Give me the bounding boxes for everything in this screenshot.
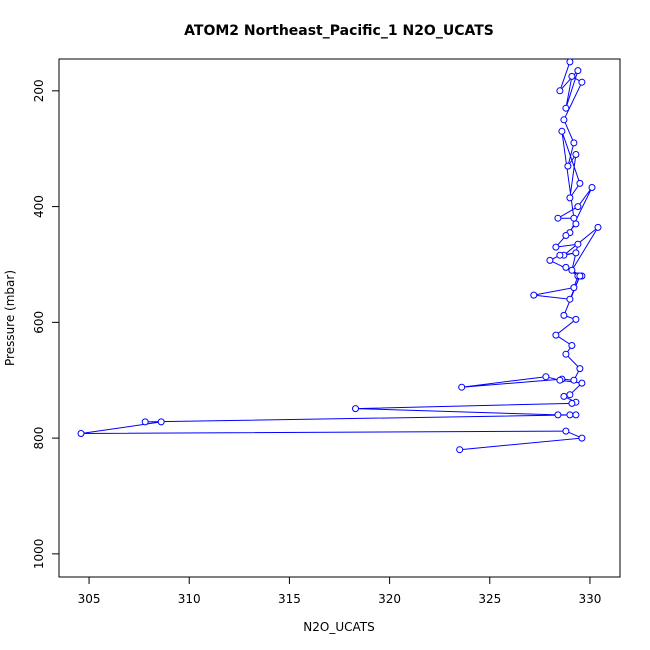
data-point [562, 350, 570, 358]
data-point [560, 392, 568, 400]
data-point [546, 256, 554, 264]
plot-area [77, 58, 602, 454]
data-point [572, 220, 580, 228]
data-point [554, 214, 562, 222]
y-axis: 200 400 600 800 1000 [32, 79, 60, 570]
data-point [560, 116, 568, 124]
data-point [562, 232, 570, 239]
data-point [552, 243, 560, 251]
data-point [562, 427, 570, 435]
x-tick-label: 315 [278, 592, 301, 606]
data-point [352, 405, 359, 413]
data-point [157, 418, 165, 426]
data-point [574, 67, 582, 75]
data-point [572, 249, 580, 257]
x-axis-label: N2O_UCATS [303, 620, 374, 634]
data-point [572, 411, 580, 419]
data-point [566, 411, 574, 419]
data-point [560, 311, 568, 319]
data-point [562, 104, 570, 112]
data-point [578, 78, 586, 86]
data-point [588, 184, 596, 191]
data-point [556, 376, 564, 384]
data-point [458, 383, 466, 391]
y-tick-label: 400 [32, 195, 46, 218]
data-point [570, 376, 578, 384]
y-axis-label: Pressure (mbar) [3, 270, 17, 366]
y-tick-label: 800 [32, 427, 46, 450]
data-point [542, 373, 550, 381]
x-tick-label: 320 [378, 592, 401, 606]
data-point [570, 139, 578, 147]
data-point [576, 179, 584, 187]
x-tick-label: 330 [578, 592, 601, 606]
data-point [570, 284, 578, 292]
data-point [568, 72, 576, 80]
y-tick-label: 200 [32, 79, 46, 102]
plot-frame [58, 58, 621, 578]
x-tick-label: 310 [178, 592, 201, 606]
x-axis: 305 310 315 320 325 330 [78, 576, 601, 606]
data-point [566, 194, 574, 202]
series-line [80, 61, 599, 451]
data-point [456, 446, 464, 454]
data-point [558, 127, 566, 135]
data-point [556, 251, 564, 259]
data-point [572, 151, 580, 158]
data-point [566, 295, 574, 303]
x-tick-label: 325 [478, 592, 501, 606]
data-point [576, 365, 584, 373]
data-point [594, 223, 602, 231]
y-tick-label: 600 [32, 311, 46, 334]
data-point [77, 430, 85, 437]
data-point [574, 240, 582, 248]
data-point [572, 315, 580, 323]
data-point [568, 266, 576, 274]
data-point [570, 214, 578, 222]
data-point [576, 272, 584, 280]
data-point [568, 342, 576, 349]
x-tick-label: 305 [78, 592, 101, 606]
data-point [552, 331, 560, 339]
data-point [578, 379, 586, 387]
y-tick-label: 1000 [32, 539, 46, 570]
data-point [566, 391, 574, 399]
chart-title: ATOM2 Northeast_Pacific_1 N2O_UCATS [184, 23, 494, 39]
data-point [141, 418, 149, 426]
data-point [574, 203, 582, 211]
data-point [530, 291, 538, 299]
data-point [564, 162, 572, 170]
data-point [566, 58, 574, 66]
data-point [556, 87, 564, 95]
data-point [568, 399, 576, 407]
data-point [562, 263, 570, 271]
data-point [578, 434, 586, 442]
data-point [554, 411, 562, 419]
